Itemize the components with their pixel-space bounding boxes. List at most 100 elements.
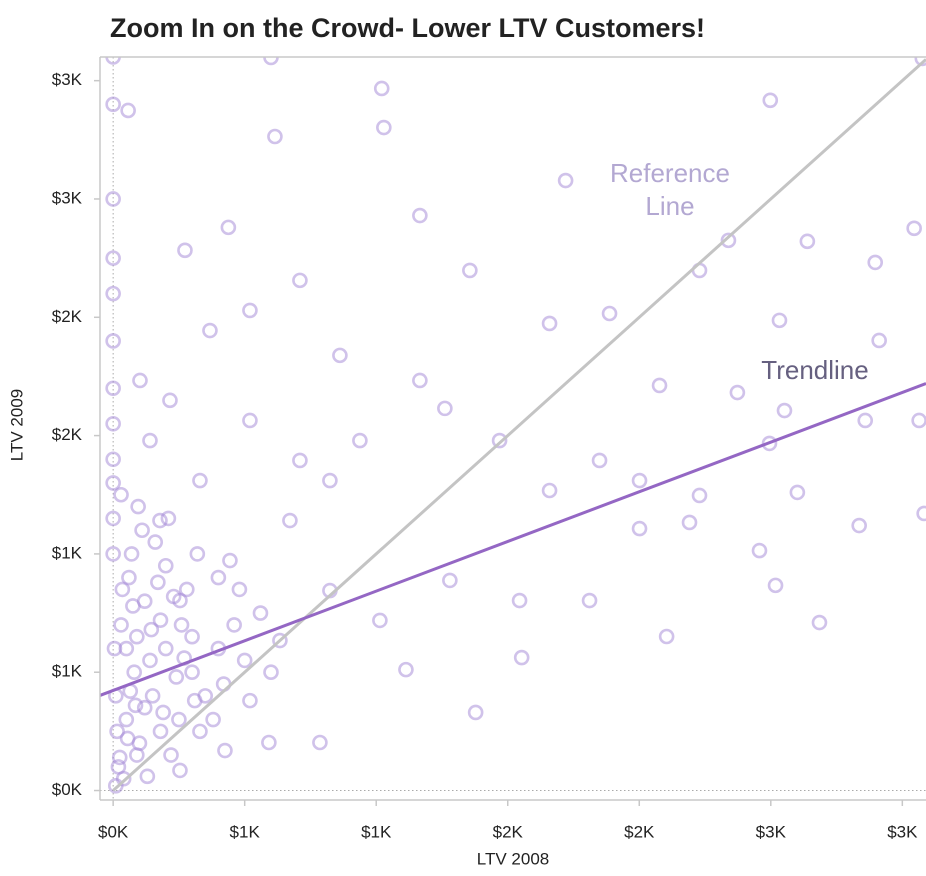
point bbox=[462, 262, 478, 279]
point bbox=[184, 628, 200, 645]
point bbox=[437, 400, 453, 417]
y-tick-label: $1K bbox=[52, 662, 83, 681]
x-tick-label: $2K bbox=[624, 822, 655, 841]
point bbox=[157, 557, 174, 574]
point bbox=[172, 762, 188, 779]
point bbox=[252, 605, 269, 621]
point bbox=[134, 522, 150, 539]
point bbox=[857, 412, 874, 429]
point bbox=[123, 546, 140, 562]
point bbox=[541, 315, 558, 332]
point bbox=[184, 664, 200, 681]
point bbox=[373, 80, 390, 97]
point bbox=[113, 486, 129, 503]
point bbox=[776, 402, 793, 419]
point bbox=[143, 621, 160, 638]
point bbox=[105, 510, 121, 527]
y-axis-label: LTV 2009 bbox=[7, 389, 26, 461]
point bbox=[105, 250, 121, 266]
y-tick-label: $2K bbox=[52, 425, 83, 444]
reference-label: Reference bbox=[610, 158, 730, 188]
point bbox=[192, 472, 208, 489]
point bbox=[173, 617, 190, 633]
point bbox=[631, 472, 648, 489]
y-tick-label: $1K bbox=[52, 543, 83, 562]
point bbox=[601, 305, 618, 322]
point bbox=[179, 581, 195, 598]
point bbox=[292, 272, 308, 289]
trendline bbox=[100, 382, 926, 697]
point bbox=[761, 435, 778, 452]
point bbox=[511, 592, 528, 609]
point bbox=[129, 747, 145, 763]
point bbox=[513, 649, 530, 666]
point bbox=[914, 57, 926, 67]
point bbox=[226, 617, 242, 633]
point bbox=[171, 711, 187, 728]
point bbox=[867, 254, 884, 271]
point bbox=[263, 664, 279, 681]
point bbox=[911, 412, 926, 429]
point bbox=[581, 592, 598, 609]
point bbox=[220, 219, 237, 236]
point bbox=[261, 734, 277, 751]
x-axis-label: LTV 2008 bbox=[477, 849, 549, 868]
point bbox=[762, 92, 779, 109]
chart-title: Zoom In on the Crowd- Lower LTV Customer… bbox=[110, 13, 705, 43]
point bbox=[150, 574, 166, 591]
point bbox=[118, 711, 135, 728]
x-tick-label: $0K bbox=[98, 822, 129, 841]
point bbox=[107, 778, 124, 794]
point bbox=[242, 412, 258, 429]
point bbox=[136, 699, 153, 716]
point bbox=[105, 333, 121, 349]
point bbox=[412, 207, 428, 224]
point bbox=[729, 384, 746, 401]
point bbox=[152, 512, 168, 529]
point bbox=[105, 96, 121, 113]
point bbox=[312, 734, 328, 751]
y-tick-label: $2K bbox=[52, 307, 83, 326]
point bbox=[217, 742, 233, 759]
point bbox=[681, 514, 698, 531]
point bbox=[631, 520, 648, 537]
point bbox=[205, 711, 221, 728]
point bbox=[114, 581, 131, 598]
point bbox=[236, 652, 253, 669]
point bbox=[376, 119, 392, 136]
reference-label: Line bbox=[645, 191, 694, 221]
point bbox=[130, 498, 146, 515]
trendline-label: Trendline bbox=[761, 355, 868, 385]
point bbox=[202, 322, 218, 339]
point bbox=[222, 552, 238, 569]
point bbox=[412, 372, 428, 389]
point bbox=[332, 347, 348, 364]
point bbox=[168, 669, 185, 685]
x-tick-label: $1K bbox=[361, 822, 392, 841]
point bbox=[272, 632, 288, 649]
point bbox=[152, 612, 169, 628]
point bbox=[113, 617, 129, 633]
point bbox=[142, 432, 158, 449]
point bbox=[105, 415, 121, 432]
point bbox=[132, 372, 148, 389]
point bbox=[105, 191, 121, 207]
x-tick-label: $3K bbox=[887, 822, 918, 841]
point bbox=[105, 475, 121, 491]
point bbox=[591, 452, 608, 469]
point bbox=[916, 505, 926, 522]
point bbox=[691, 487, 708, 504]
point bbox=[352, 432, 368, 449]
point bbox=[372, 612, 388, 629]
point bbox=[282, 512, 298, 529]
point bbox=[120, 102, 136, 119]
point bbox=[165, 588, 182, 605]
point bbox=[139, 768, 156, 785]
point bbox=[467, 704, 484, 721]
point bbox=[121, 569, 137, 586]
point bbox=[111, 749, 128, 766]
point bbox=[651, 377, 668, 394]
point bbox=[771, 312, 788, 329]
